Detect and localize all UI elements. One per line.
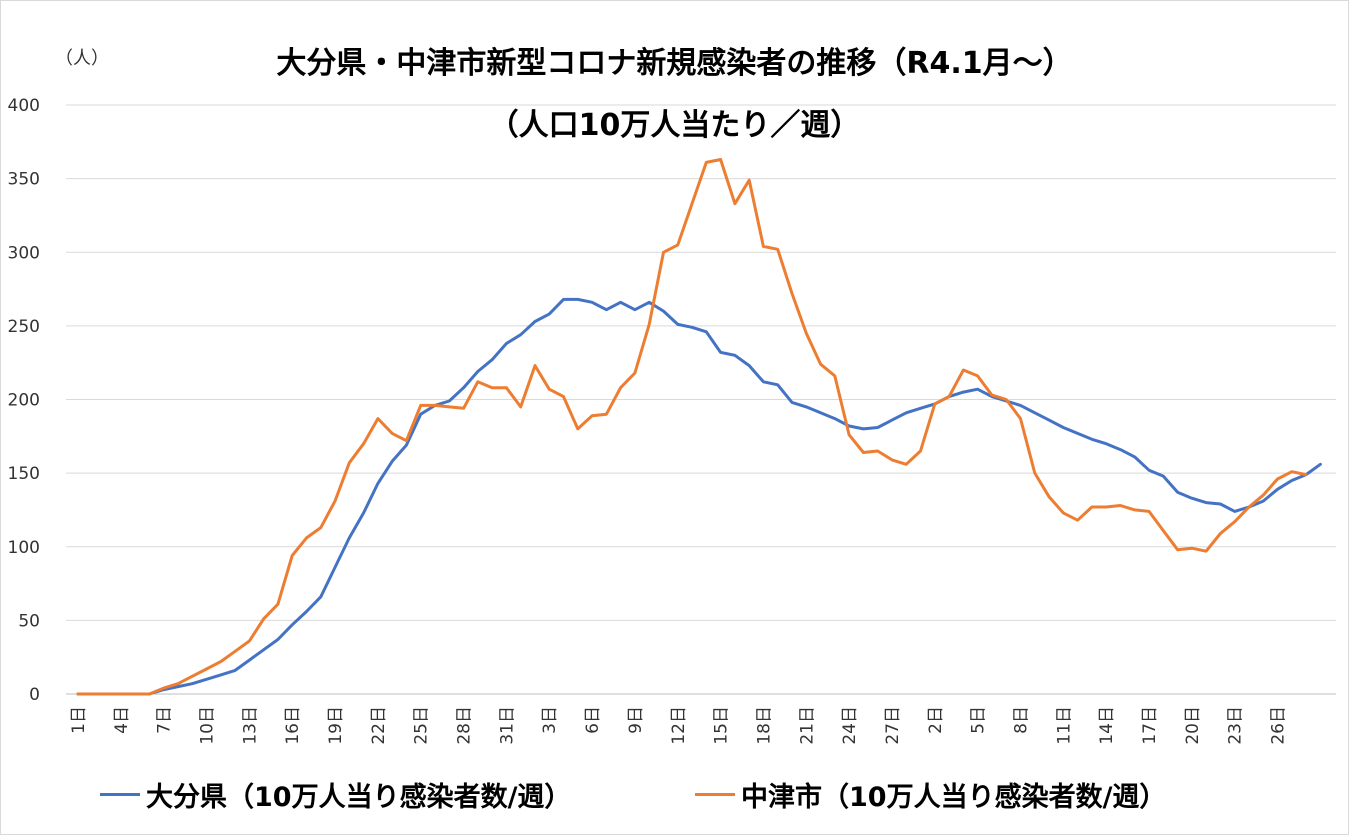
x-tick-label: 6日 <box>583 706 603 734</box>
x-tick-label: 18日 <box>754 706 774 745</box>
x-tick-label: 31日 <box>497 706 517 745</box>
x-tick-label: 10日 <box>198 706 218 745</box>
x-tick-label: 21日 <box>797 706 817 745</box>
x-tick-label: 16日 <box>283 706 303 745</box>
legend: 大分県（10万人当り感染者数/週） 中津市（10万人当り感染者数/週） <box>0 770 1349 818</box>
y-tick-label: 350 <box>8 170 40 190</box>
chart-subtitle: （人口10万人当たり／週） <box>488 108 861 143</box>
x-tick-label: 2日 <box>926 706 946 734</box>
gridlines <box>66 104 1336 695</box>
x-tick-label: 17日 <box>1140 706 1160 745</box>
y-tick-label: 250 <box>8 317 40 337</box>
y-tick-label: 0 <box>29 685 40 705</box>
x-tick-label: 24日 <box>840 706 860 745</box>
legend-item-oita: 大分県（10万人当り感染者数/週） <box>100 770 571 818</box>
x-tick-label: 9日 <box>626 706 646 734</box>
x-tick-label: 4日 <box>112 706 132 734</box>
legend-label-nakatsu: 中津市（10万人当り感染者数/週） <box>741 781 1167 813</box>
y-tick-label: 100 <box>8 538 40 558</box>
x-tick-label: 13日 <box>240 706 260 745</box>
x-tick-label: 23日 <box>1226 706 1246 745</box>
series-lines <box>76 158 1322 696</box>
x-tick-label: 26日 <box>1269 706 1289 745</box>
x-axis-ticks: 1日 4日 7日 10日 13日 16日 19日 22日 25日 28日 31日 3日 6日 9日 12日 1… <box>69 706 1289 745</box>
legend-label-oita: 大分県（10万人当り感染者数/週） <box>146 781 572 813</box>
x-tick-label: 19日 <box>326 706 346 745</box>
x-tick-label: 8日 <box>1011 706 1031 734</box>
x-tick-label: 20日 <box>1183 706 1203 745</box>
legend-swatch-nakatsu <box>695 792 735 796</box>
y-axis-unit: （人） <box>55 48 109 69</box>
y-tick-label: 150 <box>8 464 40 484</box>
y-tick-label: 50 <box>18 611 40 631</box>
x-tick-label: 11日 <box>1054 706 1074 745</box>
x-tick-label: 5日 <box>969 706 989 734</box>
x-tick-label: 3日 <box>540 706 560 734</box>
chart-title: 大分県・中津市新型コロナ新規感染者の推移（R4.1月～） <box>276 46 1073 81</box>
y-tick-label: 200 <box>8 391 40 411</box>
x-tick-label: 27日 <box>883 706 903 745</box>
x-tick-label: 15日 <box>712 706 732 745</box>
x-tick-label: 25日 <box>412 706 432 745</box>
x-tick-label: 7日 <box>155 706 175 734</box>
legend-item-nakatsu: 中津市（10万人当り感染者数/週） <box>695 770 1166 818</box>
legend-swatch-oita <box>100 792 140 796</box>
x-tick-label: 28日 <box>455 706 475 745</box>
x-tick-label: 14日 <box>1097 706 1117 745</box>
series-line-1 <box>76 158 1308 696</box>
y-axis-ticks: 0 50 100 150 200 250 300 350 400 <box>8 96 40 705</box>
x-tick-label: 22日 <box>369 706 389 745</box>
y-tick-label: 300 <box>8 243 40 263</box>
x-tick-label: 12日 <box>669 706 689 745</box>
series-line-0 <box>76 297 1322 696</box>
y-tick-label: 400 <box>8 96 40 116</box>
x-tick-label: 1日 <box>69 706 89 734</box>
